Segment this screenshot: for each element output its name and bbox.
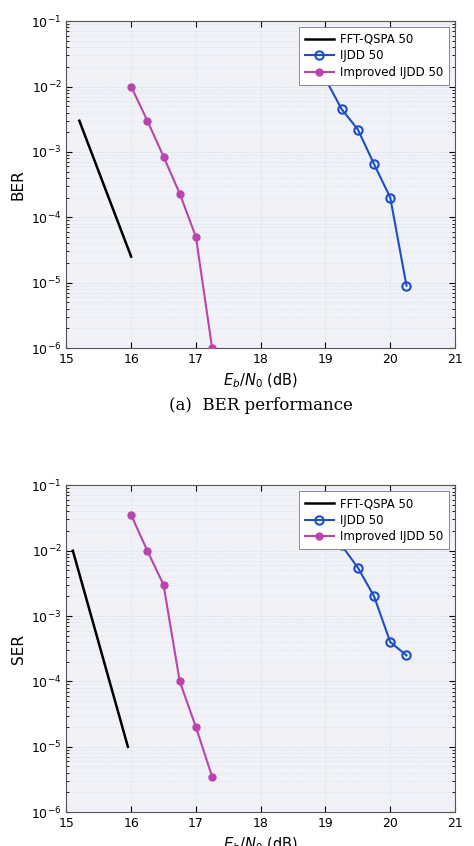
Improved IJDD 50	[161, 580, 166, 590]
IJDD 50	[371, 591, 377, 602]
Improved IJDD 50	[145, 546, 150, 556]
IJDD 50	[339, 541, 345, 551]
Y-axis label: BER: BER	[10, 169, 26, 200]
Y-axis label: SER: SER	[10, 634, 26, 664]
Line: Improved IJDD 50: Improved IJDD 50	[128, 83, 216, 351]
Improved IJDD 50	[128, 510, 134, 520]
Improved IJDD 50	[177, 676, 182, 686]
X-axis label: $E_b/N_0$ (dB): $E_b/N_0$ (dB)	[223, 836, 298, 846]
IJDD 50	[355, 124, 361, 135]
FFT-QSPA 50	[76, 116, 82, 126]
Line: IJDD 50: IJDD 50	[321, 504, 410, 660]
Improved IJDD 50	[209, 343, 215, 353]
Line: FFT-QSPA 50: FFT-QSPA 50	[79, 121, 131, 256]
IJDD 50	[387, 637, 393, 647]
FFT-QSPA 50	[128, 251, 134, 261]
Improved IJDD 50	[128, 81, 134, 91]
X-axis label: $E_b/N_0$ (dB): $E_b/N_0$ (dB)	[223, 371, 298, 390]
IJDD 50	[355, 563, 361, 573]
IJDD 50	[323, 74, 328, 84]
Improved IJDD 50	[161, 151, 166, 162]
Improved IJDD 50	[145, 116, 150, 126]
IJDD 50	[339, 104, 345, 114]
FFT-QSPA 50	[125, 742, 131, 752]
Improved IJDD 50	[209, 772, 215, 782]
Line: Improved IJDD 50: Improved IJDD 50	[128, 512, 216, 780]
IJDD 50	[387, 193, 393, 203]
Legend: FFT-QSPA 50, IJDD 50, Improved IJDD 50: FFT-QSPA 50, IJDD 50, Improved IJDD 50	[299, 27, 449, 85]
IJDD 50	[404, 651, 410, 661]
Improved IJDD 50	[177, 189, 182, 199]
Improved IJDD 50	[193, 722, 199, 732]
IJDD 50	[404, 281, 410, 291]
Line: IJDD 50: IJDD 50	[321, 75, 410, 290]
IJDD 50	[323, 503, 328, 513]
Legend: FFT-QSPA 50, IJDD 50, Improved IJDD 50: FFT-QSPA 50, IJDD 50, Improved IJDD 50	[299, 492, 449, 549]
IJDD 50	[371, 159, 377, 169]
Line: FFT-QSPA 50: FFT-QSPA 50	[73, 551, 128, 747]
FFT-QSPA 50	[70, 546, 76, 556]
Text: (a)  BER performance: (a) BER performance	[169, 397, 353, 414]
Improved IJDD 50	[193, 232, 199, 242]
